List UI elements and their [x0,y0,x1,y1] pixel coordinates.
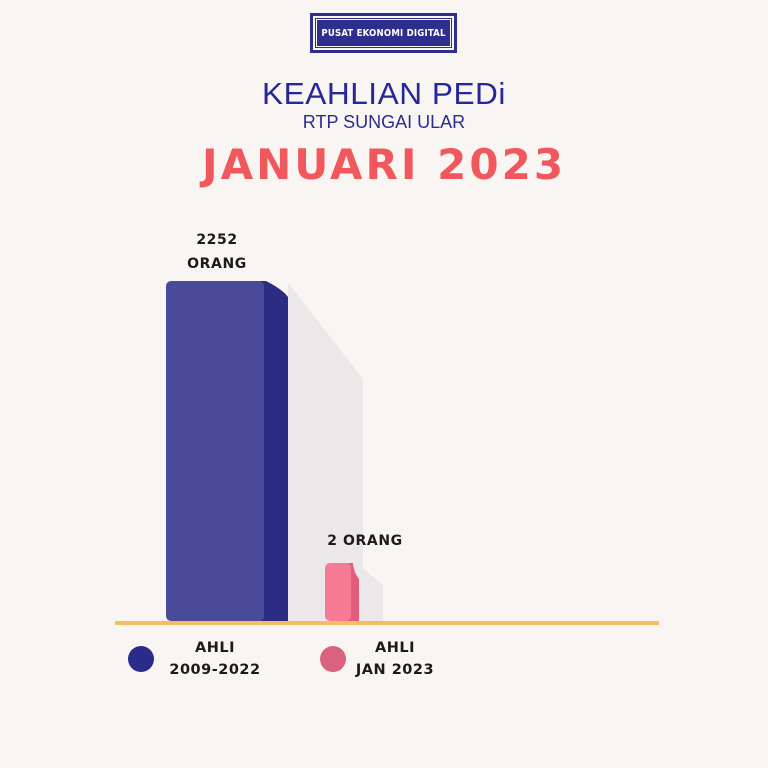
badge-text: PUSAT EKONOMI DIGITAL [321,27,446,39]
x-axis-line [115,621,659,625]
bar-shadow-0 [288,283,363,621]
data-label-0-0: 2252 [196,232,237,248]
bar-1 [325,563,351,621]
legend-marker-0 [128,646,154,672]
bar-0 [166,281,264,621]
legend-marker-1 [320,646,346,672]
legend-label-0: AHLI 2009-2022 [150,637,280,681]
legend-line: AHLI [195,640,235,656]
bar-shadow-1 [359,565,383,621]
chart-title: KEAHLIAN PEDi [262,76,506,111]
data-label-1-0: 2 ORANG [327,533,403,549]
data-label-0-1: ORANG [187,256,247,272]
brand-badge: PUSAT EKONOMI DIGITAL [310,13,457,53]
chart-subtitle: RTP SUNGAI ULAR [302,112,466,132]
legend-line: JAN 2023 [355,662,435,678]
bar-side-0 [260,281,288,621]
legend-line: AHLI [375,640,415,656]
chart-period: JANUARI 2023 [201,140,567,189]
legend-label-1: AHLI JAN 2023 [345,637,445,681]
legend-line: 2009-2022 [169,662,261,678]
badge-frame [316,19,451,47]
